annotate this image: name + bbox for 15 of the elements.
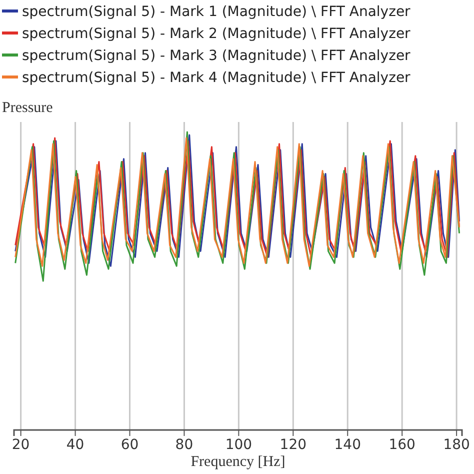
- legend-label: spectrum(Signal 5) - Mark 3 (Magnitude) \ FFT Analyzer: [22, 48, 411, 64]
- x-tick-label: 140: [334, 436, 361, 453]
- x-tick-label: 80: [175, 436, 194, 453]
- legend-label: spectrum(Signal 5) - Mark 4 (Magnitude) \ FFT Analyzer: [22, 70, 411, 86]
- x-tick-label: 160: [388, 436, 416, 453]
- x-tick-label: 180: [443, 436, 470, 453]
- x-axis-title: Frequency [Hz]: [190, 454, 286, 470]
- x-tick-label: 40: [66, 436, 84, 453]
- legend-label: spectrum(Signal 5) - Mark 1 (Magnitude) \ FFT Analyzer: [22, 4, 411, 20]
- x-tick-label: 60: [120, 436, 139, 453]
- x-tick-label: 100: [225, 436, 252, 453]
- x-tick-label: 20: [12, 436, 30, 453]
- y-axis-title: Pressure: [2, 100, 54, 116]
- legend-label: spectrum(Signal 5) - Mark 2 (Magnitude) \ FFT Analyzer: [22, 26, 411, 42]
- x-tick-label: 120: [280, 436, 307, 453]
